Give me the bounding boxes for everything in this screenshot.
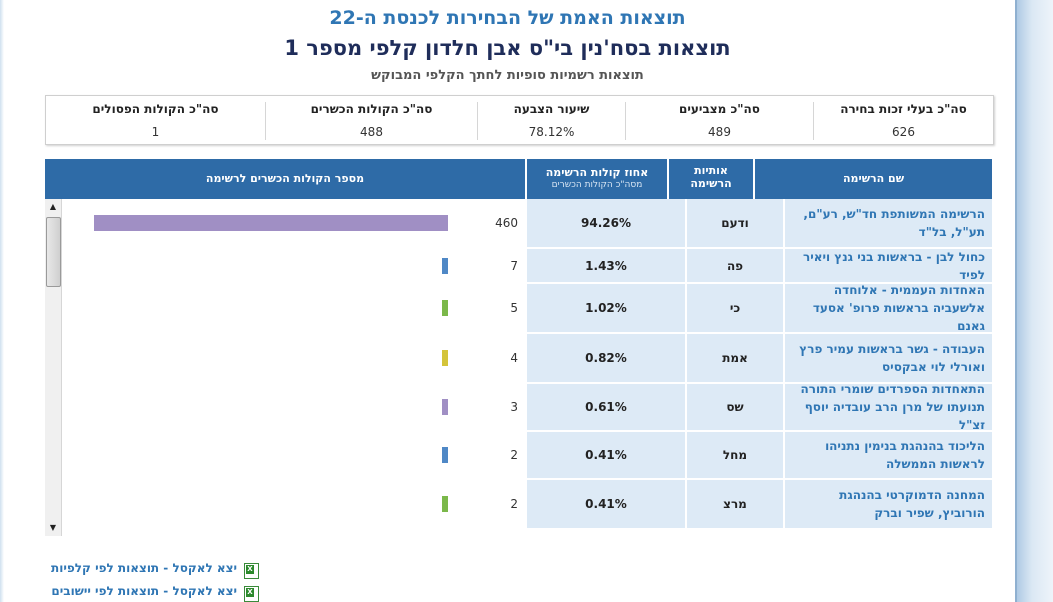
scrollbar-thumb[interactable] xyxy=(46,217,61,287)
excel-icon[interactable]: X xyxy=(244,563,259,579)
summary-value: 489 xyxy=(708,125,731,139)
votes-bar-cell: 2 xyxy=(62,480,525,528)
column-header-letters[interactable]: אותיות הרשימה xyxy=(669,159,753,199)
vote-bar xyxy=(442,300,448,316)
table-row: 3 0.61% שס התאחדות הספרדים שומרי התורה תנוע… xyxy=(62,382,992,432)
summary-divider xyxy=(625,102,626,140)
summary-divider xyxy=(813,102,814,140)
summary-divider xyxy=(265,102,266,140)
list-letters-cell: ודעם xyxy=(687,199,783,247)
table-row: 4 0.82% אמת העבודה - גשר בראשות עמיר פרץ וא… xyxy=(62,334,992,384)
page-title: תוצאות האמת של הבחירות לכנסת ה-22 xyxy=(329,7,686,29)
list-percent-cell: 0.82% xyxy=(527,334,685,382)
summary-label: שיעור הצבעה xyxy=(513,102,590,116)
vertical-scrollbar[interactable]: ▲ ▼ xyxy=(45,199,62,536)
table-row: 2 0.41% מחל הליכוד בהנהגת בנימין נתניהו לרא… xyxy=(62,432,992,480)
export-by-ballot-link[interactable]: יצא לאקסל - תוצאות לפי קלפיות xyxy=(51,561,237,575)
page-subtitle: תוצאות בסח'נין בי"ס אבן חלדון קלפי מספר … xyxy=(284,36,731,60)
summary-label: סה"כ בעלי זכות בחירה xyxy=(840,102,967,116)
summary-turnout: שיעור הצבעה 78.12% xyxy=(478,96,625,144)
vote-count: 3 xyxy=(510,400,518,414)
votes-bar-cell: 3 xyxy=(62,384,525,430)
list-letters-cell: אמת xyxy=(687,334,783,382)
summary-label: סה"כ הקולות הפסולים xyxy=(92,102,219,116)
vote-count: 2 xyxy=(510,448,518,462)
list-letters-cell: פה xyxy=(687,249,783,282)
column-header-label: הרשימה xyxy=(690,177,732,190)
results-table-header: שם הרשימה אותיות הרשימה אחוז קולות הרשימ… xyxy=(45,159,992,199)
vote-bar xyxy=(442,447,448,463)
summary-total-voters: סה"כ מצביעים 489 xyxy=(626,96,813,144)
scroll-down-arrow-icon[interactable]: ▼ xyxy=(45,520,61,536)
list-percent-cell: 0.61% xyxy=(527,384,685,430)
votes-bar-cell: 460 xyxy=(62,199,525,247)
scroll-up-arrow-icon[interactable]: ▲ xyxy=(45,199,61,215)
table-row: 7 1.43% פה כחול לבן - בראשות בני גנץ ויאיר … xyxy=(62,249,992,284)
list-name-cell: העבודה - גשר בראשות עמיר פרץ ואורלי לוי … xyxy=(785,334,992,382)
votes-bar-cell: 7 xyxy=(62,249,525,282)
votes-bar-cell: 5 xyxy=(62,284,525,332)
summary-label: סה"כ מצביעים xyxy=(679,102,760,116)
column-header-label: שם הרשימה xyxy=(842,172,905,185)
column-header-percent[interactable]: אחוז קולות הרשימה מסה"כ הקולות הכשרים xyxy=(527,159,667,199)
list-name-cell: הרשימה המשותפת חד"ש, רע"ם, תע"ל, בל"ד xyxy=(785,199,992,247)
list-letters-cell: שס xyxy=(687,384,783,430)
list-letters-cell: מחל xyxy=(687,432,783,478)
table-row: 460 94.26% ודעם הרשימה המשותפת חד"ש, רע"ם, … xyxy=(62,199,992,249)
excel-icon[interactable]: X xyxy=(244,586,259,602)
list-percent-cell: 1.43% xyxy=(527,249,685,282)
vote-count: 2 xyxy=(510,497,518,511)
list-percent-cell: 94.26% xyxy=(527,199,685,247)
column-header-label: אחוז קולות הרשימה xyxy=(545,166,649,179)
list-name-cell: כחול לבן - בראשות בני גנץ ויאיר לפיד xyxy=(785,249,992,282)
summary-eligible-voters: סה"כ בעלי זכות בחירה 626 xyxy=(814,96,993,144)
column-header-sublabel: מסה"כ הקולות הכשרים xyxy=(551,180,643,190)
list-letters-cell: כי xyxy=(687,284,783,332)
left-page-edge xyxy=(0,0,4,602)
summary-divider xyxy=(477,102,478,140)
summary-invalid-votes: סה"כ הקולות הפסולים 1 xyxy=(46,96,265,144)
vote-bar xyxy=(442,257,448,274)
votes-bar-cell: 2 xyxy=(62,432,525,478)
results-note: תוצאות רשמיות סופיות לחתך הקלפי המבוקש xyxy=(371,68,644,83)
vote-count: 5 xyxy=(510,301,518,315)
vote-count: 4 xyxy=(510,351,518,365)
table-row: 5 1.02% כי האחדות העממית - אלוחדה אלשעביה ב… xyxy=(62,283,992,334)
list-letters-cell: מרצ xyxy=(687,480,783,528)
summary-valid-votes: סה"כ הקולות הכשרים 488 xyxy=(266,96,477,144)
vote-count: 7 xyxy=(510,258,518,273)
vote-bar xyxy=(94,215,448,231)
right-page-gutter xyxy=(1015,0,1053,602)
list-name-cell: התאחדות הספרדים שומרי התורה תנועתו של מר… xyxy=(785,382,992,432)
list-name-cell: האחדות העממית - אלוחדה אלשעביה בראשות פר… xyxy=(785,283,992,333)
table-row: 2 0.41% מרצ המחנה הדמוקרטי בהנהגת הורוביץ, … xyxy=(62,480,992,530)
export-by-settlement-link[interactable]: יצא לאקסל - תוצאות לפי יישובים xyxy=(51,584,237,598)
votes-bar-cell: 4 xyxy=(62,334,525,382)
vote-bar xyxy=(442,350,448,366)
results-grid: ▲ ▼ 460 94.26% ודעם הרשימה המשותפת חד"ש, רע… xyxy=(45,199,992,536)
vote-bar xyxy=(442,399,448,415)
summary-box: סה"כ בעלי זכות בחירה 626 סה"כ מצביעים 48… xyxy=(45,95,994,145)
vote-bar xyxy=(442,496,448,512)
summary-label: סה"כ הקולות הכשרים xyxy=(310,102,433,116)
list-percent-cell: 1.02% xyxy=(527,284,685,332)
list-name-cell: הליכוד בהנהגת בנימין נתניהו לראשות הממשל… xyxy=(785,432,992,478)
summary-value: 78.12% xyxy=(528,125,575,139)
summary-value: 488 xyxy=(360,125,383,139)
summary-value: 1 xyxy=(151,125,160,139)
list-percent-cell: 0.41% xyxy=(527,432,685,478)
list-percent-cell: 0.41% xyxy=(527,480,685,528)
column-header-label: מספר הקולות הכשרים לרשימה xyxy=(205,172,365,185)
column-header-votes[interactable]: מספר הקולות הכשרים לרשימה xyxy=(45,159,525,199)
summary-value: 626 xyxy=(892,125,915,139)
vote-count: 460 xyxy=(495,216,518,230)
list-name-cell: המחנה הדמוקרטי בהנהגת הורוביץ, שפיר וברק xyxy=(785,480,992,528)
column-header-label: אותיות xyxy=(694,164,728,177)
column-header-list-name[interactable]: שם הרשימה xyxy=(755,159,992,199)
